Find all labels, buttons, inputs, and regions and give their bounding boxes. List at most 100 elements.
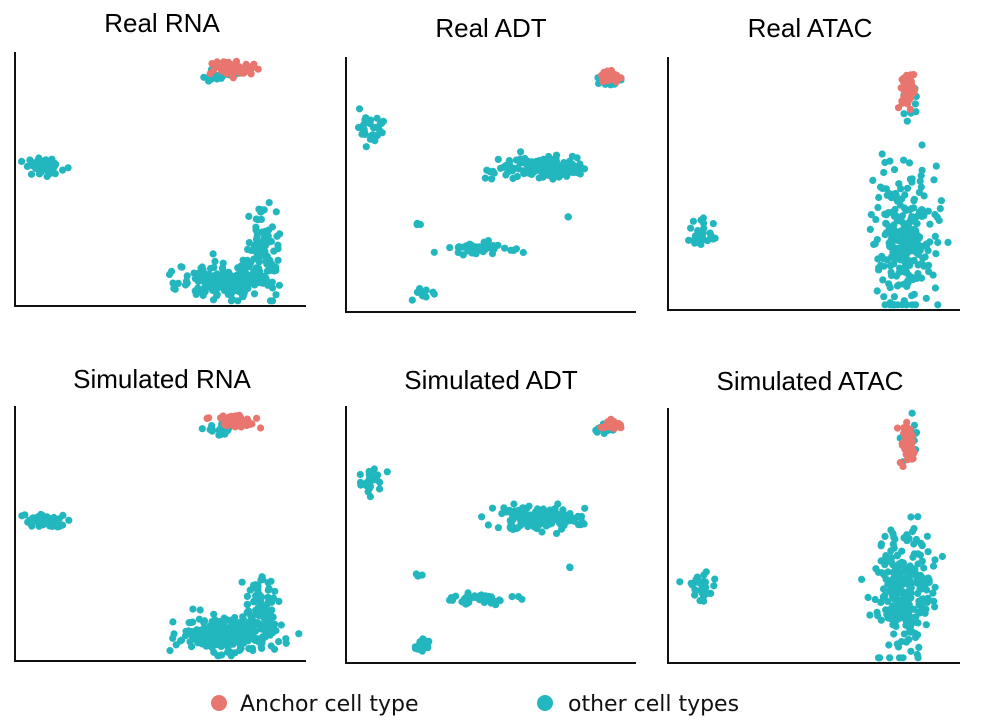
anchor-cell-point bbox=[603, 75, 612, 83]
other-cell-point bbox=[873, 608, 881, 616]
other-cell-point bbox=[240, 291, 248, 299]
other-cell-point bbox=[295, 630, 303, 638]
anchor-cell-point bbox=[257, 424, 265, 432]
other-cell-point bbox=[216, 625, 224, 633]
other-cell-point bbox=[912, 570, 920, 578]
other-cell-point bbox=[170, 284, 178, 293]
anchor-cell-point bbox=[222, 421, 230, 429]
other-cell-point bbox=[568, 160, 577, 168]
other-cell-point bbox=[914, 560, 922, 568]
other-cell-point bbox=[172, 641, 180, 649]
other-cell-point bbox=[886, 284, 894, 292]
other-cell-point bbox=[244, 245, 252, 253]
other-cell-point bbox=[929, 589, 937, 597]
other-cell-point bbox=[568, 168, 576, 176]
other-cell-point bbox=[414, 572, 422, 580]
other-cell-point bbox=[874, 255, 882, 263]
other-cell-point bbox=[878, 150, 886, 158]
other-cell-point bbox=[550, 513, 558, 521]
other-cell-point bbox=[900, 156, 908, 164]
other-cell-point bbox=[277, 621, 285, 629]
other-cell-point bbox=[563, 172, 571, 180]
other-cell-point bbox=[226, 289, 234, 298]
other-cell-point bbox=[883, 191, 891, 199]
other-cell-point bbox=[454, 243, 462, 251]
other-cell-point bbox=[206, 426, 214, 434]
other-cell-point bbox=[907, 233, 916, 241]
other-cell-point bbox=[566, 564, 574, 572]
other-cell-point bbox=[362, 114, 370, 122]
other-cell-point bbox=[903, 268, 911, 276]
scatter-panel-1: Real RNA bbox=[14, 8, 306, 307]
other-cell-point bbox=[245, 280, 253, 288]
other-cell-point bbox=[876, 183, 885, 191]
anchor-cell-point bbox=[899, 85, 907, 93]
other-cell-point bbox=[244, 274, 252, 282]
other-cell-point bbox=[472, 248, 480, 256]
other-cell-point bbox=[496, 597, 504, 605]
other-cell-point bbox=[938, 552, 947, 561]
other-cell-point bbox=[881, 301, 889, 309]
other-cell-point bbox=[232, 273, 240, 281]
other-cell-point bbox=[882, 220, 890, 228]
other-cell-point bbox=[883, 557, 891, 565]
other-cell-point bbox=[21, 511, 29, 519]
other-cell-point bbox=[907, 620, 915, 628]
other-cell-point bbox=[274, 245, 282, 253]
other-cell-point bbox=[930, 176, 938, 184]
anchor-cell-point bbox=[249, 63, 257, 71]
other-cell-point bbox=[552, 529, 561, 538]
other-cell-point bbox=[690, 236, 698, 244]
other-cell-point bbox=[895, 601, 903, 609]
scatter-panel-5: Simulated ADT bbox=[345, 365, 636, 664]
other-cell-point bbox=[484, 521, 492, 529]
other-cell-point bbox=[709, 220, 717, 228]
other-cell-point bbox=[554, 162, 562, 170]
other-cell-point bbox=[898, 212, 907, 220]
scatter-panel-4: Simulated RNA bbox=[14, 364, 306, 662]
other-cell-point bbox=[913, 220, 921, 228]
other-cell-point bbox=[65, 516, 73, 524]
anchor-cell-point bbox=[242, 60, 250, 68]
anchor-cell-point bbox=[217, 414, 225, 422]
other-cell-point bbox=[711, 234, 719, 242]
other-cell-point bbox=[369, 124, 377, 132]
other-cell-point bbox=[273, 232, 281, 240]
other-cell-point bbox=[521, 519, 529, 527]
other-cell-point bbox=[538, 511, 546, 520]
other-cell-point bbox=[209, 627, 217, 635]
other-cell-point bbox=[903, 117, 911, 125]
other-cell-point bbox=[882, 229, 891, 237]
other-cell-point bbox=[537, 164, 545, 172]
other-cell-point bbox=[900, 240, 908, 249]
other-cell-point bbox=[200, 73, 208, 81]
other-cell-point bbox=[875, 193, 883, 202]
other-cell-point bbox=[471, 592, 479, 600]
anchor-cell-point bbox=[612, 78, 621, 86]
other-cell-point bbox=[357, 481, 365, 489]
other-cell-point bbox=[492, 601, 500, 609]
other-cell-point bbox=[275, 281, 283, 289]
other-cell-point bbox=[275, 597, 283, 606]
other-cell-point bbox=[42, 156, 50, 164]
other-cell-point bbox=[580, 165, 589, 173]
other-cell-point bbox=[193, 626, 201, 634]
other-cell-point bbox=[506, 506, 514, 514]
other-cell-point bbox=[899, 654, 907, 662]
other-cell-point bbox=[242, 630, 250, 639]
other-cell-point bbox=[555, 172, 563, 180]
anchor-cell-point bbox=[607, 422, 615, 430]
other-cell-point bbox=[268, 223, 276, 231]
other-cell-point bbox=[542, 520, 550, 528]
other-cell-point bbox=[687, 224, 695, 232]
other-cell-point bbox=[896, 252, 904, 260]
other-cell-point bbox=[924, 207, 932, 215]
other-cell-point bbox=[894, 217, 902, 225]
other-cell-point bbox=[881, 158, 889, 167]
other-cell-point bbox=[64, 164, 72, 172]
other-cell-point bbox=[908, 301, 916, 309]
other-cell-point bbox=[877, 542, 885, 550]
other-cell-point bbox=[227, 652, 235, 660]
other-cell-point bbox=[258, 244, 266, 252]
